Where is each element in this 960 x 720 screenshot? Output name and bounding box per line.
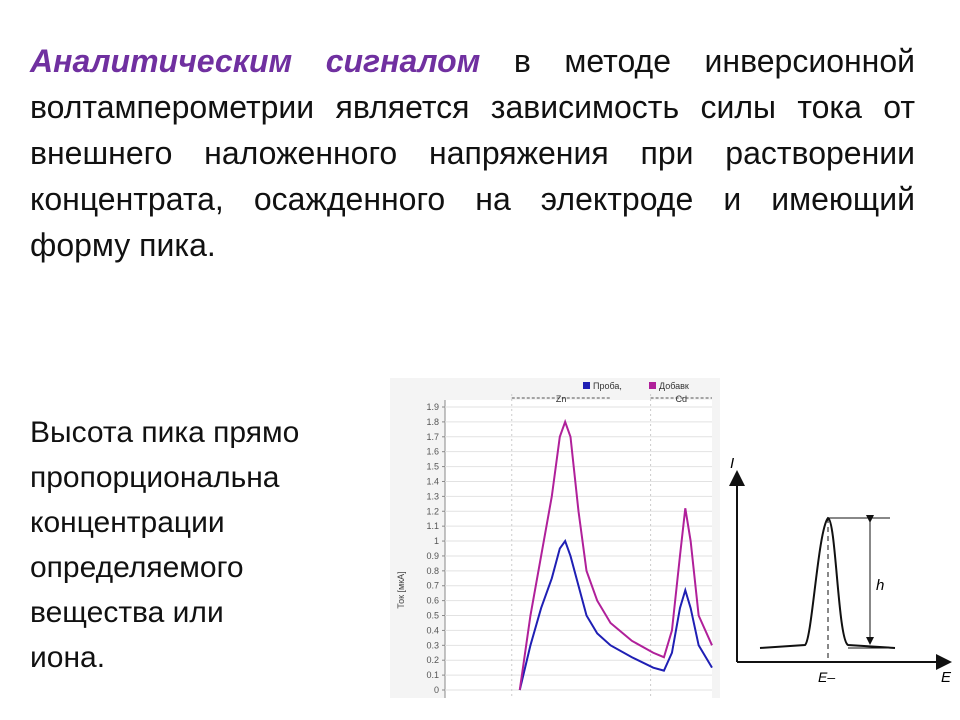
y-tick-label: 1.5 bbox=[426, 462, 439, 472]
region-label: Zn bbox=[556, 394, 567, 404]
y-tick-label: 1.2 bbox=[426, 506, 439, 516]
i-label: I bbox=[730, 455, 734, 472]
chart: Ток [мкА] 0 0.1 0.2 0.3 0.4 0.5 0.6 0.7 0.8 0.9 1 1… bbox=[390, 378, 720, 698]
side-line: иона. bbox=[30, 641, 106, 674]
y-tick-label: 1.6 bbox=[426, 447, 439, 457]
h-label: h bbox=[876, 577, 884, 594]
y-tick-label: 1.7 bbox=[426, 432, 439, 442]
intro-text: в методе инверсионной волтамперометрии я… bbox=[30, 43, 916, 263]
y-tick-label: 1 bbox=[434, 536, 439, 546]
peak-e-label: E– bbox=[818, 669, 835, 685]
y-tick-label: 1.8 bbox=[426, 417, 439, 427]
side-line: Высота пика прямо bbox=[30, 416, 300, 449]
y-tick-label: 1.3 bbox=[426, 491, 439, 501]
legend-label: Проба, bbox=[593, 381, 622, 391]
y-tick-label: 0.3 bbox=[426, 640, 439, 650]
y-tick-label: 0.1 bbox=[426, 670, 439, 680]
lead: Аналитическим сигналом bbox=[30, 43, 481, 79]
y-tick-label: 0.4 bbox=[426, 625, 439, 635]
intro-paragraph: Аналитическим сигналом в методе инверсио… bbox=[30, 38, 915, 268]
region-label: Cd bbox=[676, 394, 688, 404]
side-line: концентрации bbox=[30, 506, 225, 539]
legend-label: Добавк bbox=[659, 381, 689, 391]
y-tick-label: 0.6 bbox=[426, 596, 439, 606]
legend-swatch bbox=[649, 382, 656, 389]
y-tick-label: 0.9 bbox=[426, 551, 439, 561]
side-text: Высота пика прямо пропорциональна концентр… bbox=[30, 410, 299, 680]
y-tick-label: 1.1 bbox=[426, 521, 439, 531]
y-tick-label: 0.7 bbox=[426, 581, 439, 591]
y-tick-label: 0.8 bbox=[426, 566, 439, 576]
legend-swatch bbox=[583, 382, 590, 389]
peak-diagram: I E h E– bbox=[729, 455, 952, 686]
series-line bbox=[518, 538, 713, 691]
e-label: E bbox=[941, 669, 952, 686]
y-tick-label: 1.4 bbox=[426, 476, 439, 486]
y-tick-label: 0.5 bbox=[426, 611, 439, 621]
side-line: пропорциональна bbox=[30, 461, 280, 494]
side-line: определяемого bbox=[30, 551, 244, 584]
y-tick-label: 0 bbox=[434, 685, 439, 695]
y-tick-label: 1.9 bbox=[426, 402, 439, 412]
y-tick-label: 0.2 bbox=[426, 655, 439, 665]
y-label: Ток [мкА] bbox=[396, 571, 406, 608]
series-line bbox=[518, 418, 713, 691]
side-line: вещества или bbox=[30, 596, 224, 629]
